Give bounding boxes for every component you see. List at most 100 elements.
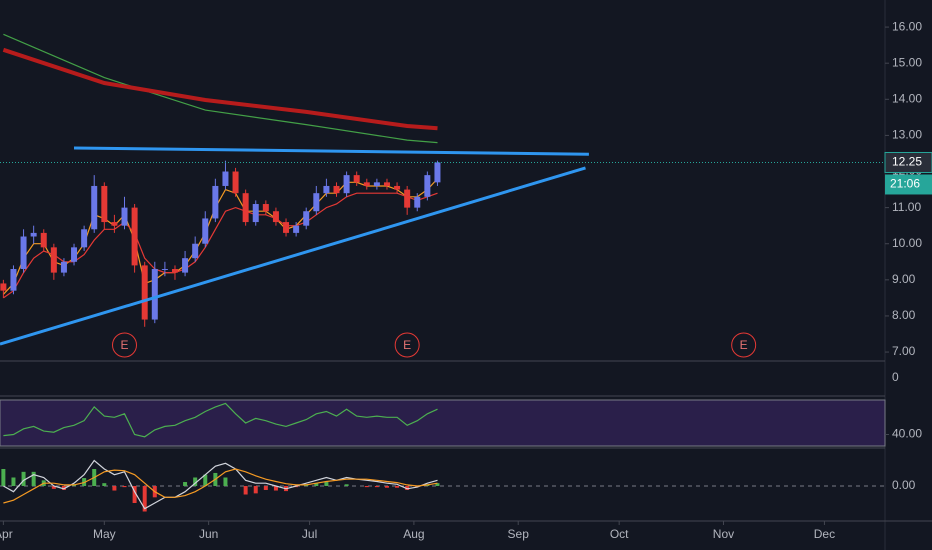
candle-body	[91, 185, 98, 230]
moving-average	[2, 47, 438, 131]
macd-histogram	[122, 486, 127, 488]
candle-body	[141, 265, 148, 320]
macd-histogram	[21, 471, 26, 486]
y-tick-label: 11.00	[892, 200, 921, 214]
macd-histogram	[102, 483, 107, 486]
x-tick-label: Aug	[403, 527, 424, 541]
candle-body	[182, 258, 189, 273]
macd-line	[3, 459, 438, 510]
macd-histogram	[142, 486, 147, 512]
candle-body	[121, 207, 128, 226]
candle-body	[0, 283, 7, 291]
earnings-label: E	[740, 338, 748, 352]
macd-histogram	[1, 469, 6, 486]
x-tick-label: Apr	[0, 527, 13, 541]
macd-histogram	[223, 477, 228, 486]
macd-histogram	[374, 486, 379, 488]
candle-body	[151, 269, 158, 320]
earnings-label: E	[120, 338, 128, 352]
signal-line	[3, 468, 438, 504]
candle-body	[313, 193, 320, 212]
earnings-marker	[394, 332, 420, 358]
macd-histogram	[51, 486, 56, 489]
macd-histogram	[31, 471, 36, 486]
candle-body	[373, 182, 380, 186]
macd-histogram	[324, 482, 329, 486]
macd-histogram	[273, 486, 278, 491]
macd-histogram	[132, 486, 137, 503]
trendline	[73, 146, 589, 156]
earnings-marker	[112, 332, 138, 358]
candle-body	[434, 162, 441, 183]
x-tick-label: Dec	[814, 527, 835, 541]
moving-average	[3, 33, 438, 144]
macd-histogram	[203, 474, 208, 486]
rsi-band	[0, 399, 886, 447]
y-tick-label: 15.00	[892, 55, 922, 69]
earnings-label: E	[403, 338, 411, 352]
y-tick-label: 40.00	[892, 427, 922, 441]
x-tick-label: Sep	[508, 527, 530, 541]
candle-body	[81, 229, 88, 248]
macd-histogram	[405, 486, 410, 490]
macd-histogram	[11, 477, 16, 486]
y-tick-label: 7.00	[892, 344, 916, 358]
candle-body	[414, 196, 421, 208]
macd-histogram	[395, 486, 400, 488]
macd-histogram	[193, 477, 198, 486]
macd-histogram	[243, 486, 248, 495]
macd-histogram	[344, 484, 349, 486]
macd-histogram	[314, 483, 319, 486]
candle-body	[363, 182, 370, 186]
y-tick-label: 0	[892, 370, 899, 384]
macd-histogram	[263, 486, 268, 490]
x-tick-label: Jul	[302, 527, 317, 541]
y-tick-label: 10.00	[892, 236, 922, 250]
macd-histogram	[435, 483, 440, 486]
candle-body	[212, 185, 219, 219]
candle-body	[202, 218, 209, 244]
trendline	[0, 166, 586, 346]
y-tick-label: 14.00	[892, 91, 922, 105]
x-tick-label: Nov	[713, 527, 734, 541]
candle-body	[293, 225, 300, 233]
candle-body	[333, 185, 340, 194]
candle-body	[242, 193, 249, 223]
earnings-marker	[731, 332, 757, 358]
candle-body	[101, 185, 108, 223]
candle-body	[222, 171, 229, 186]
candle-body	[383, 182, 390, 186]
candle-body	[40, 232, 47, 248]
candle-body	[111, 222, 118, 226]
countdown-label: 21:06	[890, 177, 920, 191]
candle-body	[353, 175, 360, 183]
candle-body	[394, 185, 401, 190]
candle-body	[252, 204, 259, 223]
last-price-label: 12.25	[892, 155, 922, 169]
macd-histogram	[364, 486, 369, 488]
macd-histogram	[112, 486, 117, 491]
y-tick-label: 9.00	[892, 272, 916, 286]
candle-body	[131, 207, 138, 266]
candle-body	[262, 204, 269, 212]
countdown-badge	[885, 174, 932, 195]
candle-body	[10, 269, 17, 291]
macd-histogram	[61, 486, 66, 490]
macd-histogram	[384, 486, 389, 488]
x-tick-label: May	[93, 527, 116, 541]
candle-body	[283, 222, 290, 233]
candle-body	[71, 247, 78, 262]
candle-body	[60, 261, 67, 273]
last-price-badge	[884, 151, 932, 173]
candle-body	[343, 175, 350, 194]
y-tick-label: 0.00	[892, 478, 916, 492]
rsi-line	[3, 402, 438, 438]
candle-body	[192, 243, 199, 259]
candle-body	[323, 185, 330, 194]
candle-body	[171, 269, 178, 273]
candle-body	[424, 175, 431, 197]
candle-body	[30, 232, 37, 237]
